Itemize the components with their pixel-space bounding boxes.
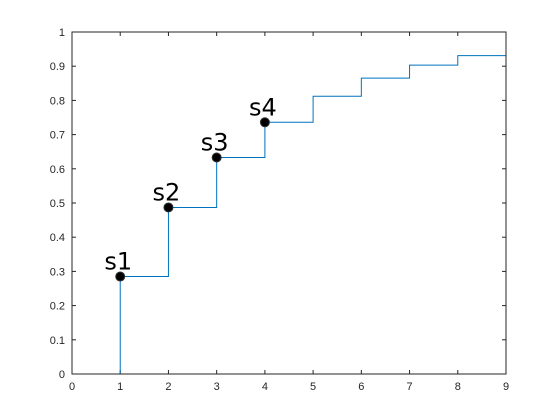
plot-frame [71,31,507,375]
y-tick-label: 0.1 [50,335,65,347]
y-tick-label: 0.6 [50,164,65,176]
point-label-s2: s2 [153,178,181,206]
plot-background [72,32,506,374]
y-tick-label: 0.8 [50,95,65,107]
y-tick-label: 0.7 [50,130,65,142]
x-tick-label: 8 [455,381,461,393]
x-tick-label: 3 [214,381,220,393]
y-tick-label: 0.9 [50,61,65,73]
point-labels: s1 s2 s3 s4 [104,93,276,275]
point-label-s3: s3 [201,129,229,157]
x-tick-label: 1 [117,381,123,393]
x-tick-label: 6 [358,381,364,393]
y-tick-labels: 0 0.1 0.2 0.3 0.4 0.5 0.6 0.7 0.8 0.9 1 [50,27,65,381]
point-marker-s4 [259,117,270,128]
x-tick-label: 7 [406,381,412,393]
y-tick-label: 0.4 [50,232,65,244]
x-tick-label: 2 [165,381,171,393]
point-marker-s2 [163,202,174,213]
x-tick-label: 0 [69,381,75,393]
y-tick-label: 0 [59,369,65,381]
highlighted-points [115,117,270,282]
x-tick-label: 5 [310,381,316,393]
x-tick-labels: 0 1 2 3 4 5 6 7 8 9 [69,381,509,393]
tick-marks [71,31,507,375]
x-tick-label: 4 [262,381,268,393]
x-tick-label: 9 [503,381,509,393]
y-tick-label: 0.5 [50,198,65,210]
stair-series-line [72,55,506,375]
point-marker-s1 [115,271,126,282]
y-tick-label: 0.2 [50,301,65,313]
point-label-s4: s4 [249,93,277,121]
point-label-s1: s1 [104,248,132,276]
y-tick-label: 0.3 [50,266,65,278]
point-marker-s3 [211,152,222,163]
y-tick-label: 1 [59,27,65,39]
